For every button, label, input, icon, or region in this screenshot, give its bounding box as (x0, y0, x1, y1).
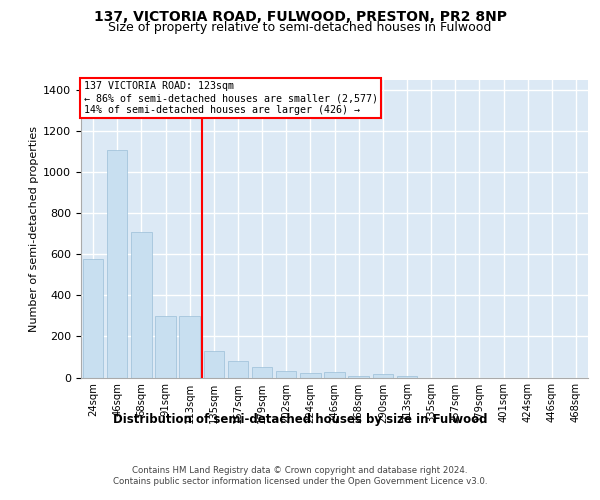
Bar (397, 376, 417, 378)
Text: Contains HM Land Registry data © Crown copyright and database right 2024.: Contains HM Land Registry data © Crown c… (132, 466, 468, 475)
Text: Distribution of semi-detached houses by size in Fulwood: Distribution of semi-detached houses by … (113, 412, 487, 426)
Text: 137 VICTORIA ROAD: 123sqm
← 86% of semi-detached houses are smaller (2,577)
14% : 137 VICTORIA ROAD: 123sqm ← 86% of semi-… (83, 82, 377, 114)
Bar (300, 374, 320, 378)
Bar (227, 361, 248, 378)
Bar (131, 232, 152, 378)
Bar (107, 150, 127, 378)
Bar (373, 374, 393, 378)
Text: Size of property relative to semi-detached houses in Fulwood: Size of property relative to semi-detach… (109, 22, 491, 35)
Bar (276, 372, 296, 378)
Text: Contains public sector information licensed under the Open Government Licence v3: Contains public sector information licen… (113, 477, 487, 486)
Text: 137, VICTORIA ROAD, FULWOOD, PRESTON, PR2 8NP: 137, VICTORIA ROAD, FULWOOD, PRESTON, PR… (94, 10, 506, 24)
Bar (324, 372, 345, 378)
Y-axis label: Number of semi-detached properties: Number of semi-detached properties (29, 126, 39, 332)
Bar (252, 367, 272, 378)
Bar (83, 258, 103, 378)
Bar (179, 316, 200, 378)
Bar (155, 316, 176, 378)
Bar (203, 351, 224, 378)
Bar (349, 376, 369, 378)
